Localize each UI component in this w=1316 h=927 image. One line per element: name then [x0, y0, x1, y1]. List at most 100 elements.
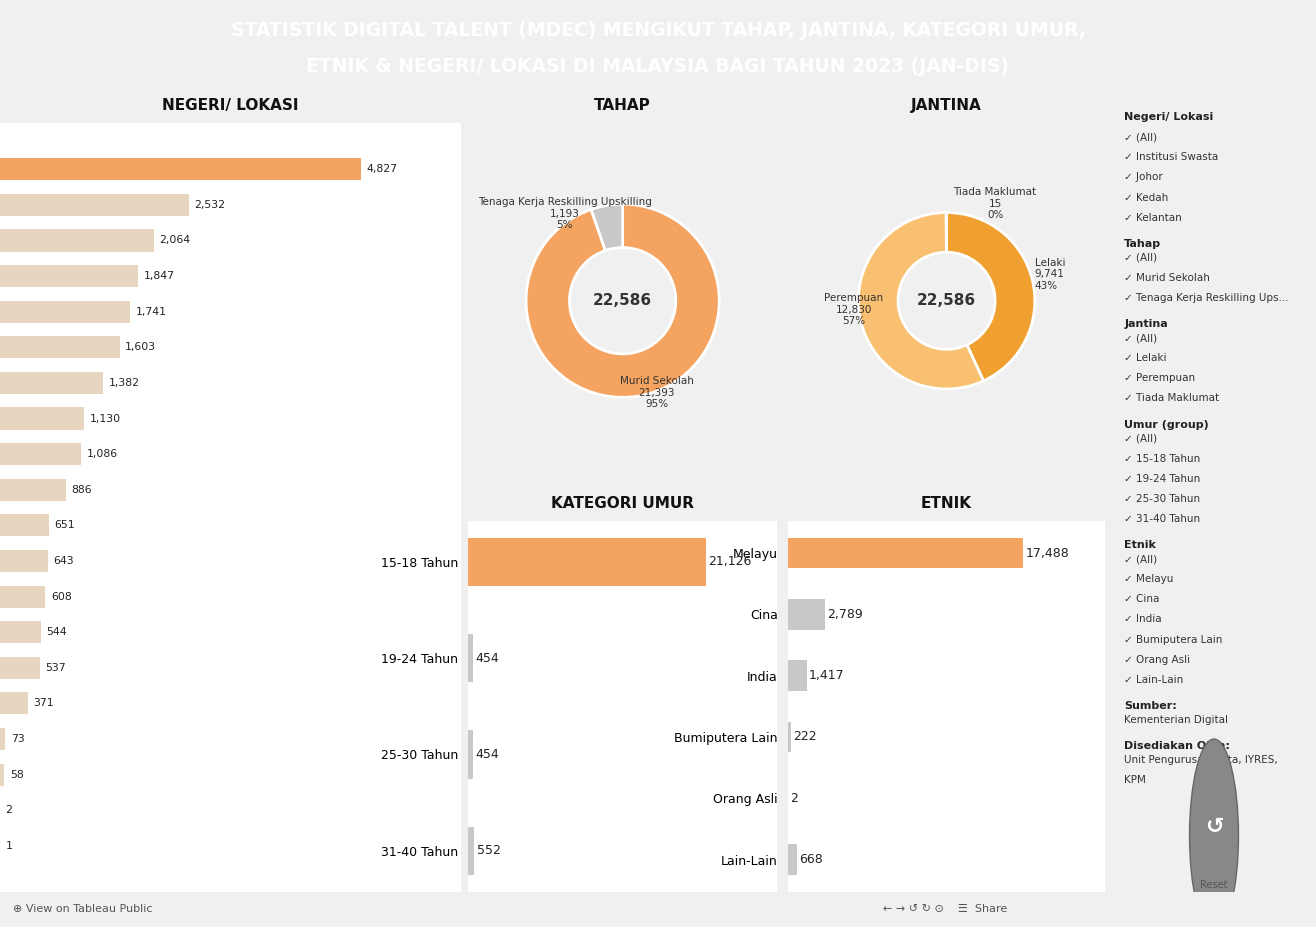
Text: Unit Pengurusan Data, IYRES,: Unit Pengurusan Data, IYRES, [1124, 756, 1278, 765]
Text: 2,064: 2,064 [159, 235, 191, 246]
Text: Tiada Maklumat
15
0%: Tiada Maklumat 15 0% [954, 187, 1037, 221]
Text: KPM: KPM [1124, 775, 1146, 785]
Text: 22,586: 22,586 [594, 293, 653, 309]
Text: ✓ Cina: ✓ Cina [1124, 594, 1159, 604]
Text: ✓ (All): ✓ (All) [1124, 554, 1157, 565]
Text: 73: 73 [11, 734, 25, 744]
Bar [788, 721, 791, 753]
Text: 17,488: 17,488 [1025, 547, 1069, 560]
Bar [0, 514, 49, 537]
Text: ✓ 15-18 Tahun: ✓ 15-18 Tahun [1124, 453, 1200, 464]
Text: ⊕ View on Tableau Public: ⊕ View on Tableau Public [13, 905, 153, 914]
Text: 454: 454 [475, 748, 499, 761]
Text: ✓ Melayu: ✓ Melayu [1124, 575, 1174, 584]
Text: ← → ↺ ↻ ⊙    ☰  Share: ← → ↺ ↻ ⊙ ☰ Share [883, 905, 1007, 914]
Text: ✓ Perempuan: ✓ Perempuan [1124, 374, 1195, 384]
Text: 4,827: 4,827 [366, 164, 397, 174]
Text: 2,532: 2,532 [195, 200, 225, 210]
Text: 58: 58 [9, 769, 24, 780]
Text: Murid Sekolah
21,393
95%: Murid Sekolah 21,393 95% [620, 376, 694, 409]
Text: 21,126: 21,126 [708, 555, 751, 568]
Bar [0, 265, 138, 287]
Text: 651: 651 [54, 520, 75, 530]
Bar [468, 634, 474, 682]
Bar [0, 230, 154, 251]
Bar [0, 764, 4, 785]
Bar [468, 538, 705, 586]
Text: 1,741: 1,741 [136, 307, 166, 317]
Text: 2: 2 [5, 806, 12, 815]
Text: ✓ India: ✓ India [1124, 615, 1162, 625]
Text: NEGERI/ LOKASI: NEGERI/ LOKASI [162, 98, 299, 113]
Bar [468, 730, 474, 779]
Text: ✓ Kedah: ✓ Kedah [1124, 193, 1169, 202]
Text: Perempuan
12,830
57%: Perempuan 12,830 57% [824, 293, 883, 326]
Text: ETNIK: ETNIK [921, 496, 973, 511]
Text: Negeri/ Lokasi: Negeri/ Lokasi [1124, 112, 1213, 122]
Text: ETNIK & NEGERI/ LOKASI DI MALAYSIA BAGI TAHUN 2023 (JAN-DIS): ETNIK & NEGERI/ LOKASI DI MALAYSIA BAGI … [307, 57, 1009, 75]
Text: ✓ Orang Asli: ✓ Orang Asli [1124, 654, 1191, 665]
Text: 1,382: 1,382 [109, 378, 139, 387]
Text: 1: 1 [5, 841, 12, 851]
Text: ✓ Bumiputera Lain: ✓ Bumiputera Lain [1124, 635, 1223, 644]
Bar [788, 660, 807, 691]
Text: ✓ 31-40 Tahun: ✓ 31-40 Tahun [1124, 514, 1200, 524]
Text: ✓ Lelaki: ✓ Lelaki [1124, 353, 1167, 363]
Wedge shape [858, 212, 983, 389]
Text: Etnik: Etnik [1124, 540, 1157, 550]
Text: ✓ 25-30 Tahun: ✓ 25-30 Tahun [1124, 494, 1200, 504]
Bar [788, 844, 796, 875]
Wedge shape [591, 204, 622, 250]
Text: 608: 608 [51, 591, 71, 602]
Text: ✓ Tiada Maklumat: ✓ Tiada Maklumat [1124, 393, 1220, 403]
Wedge shape [526, 204, 720, 398]
Text: ✓ (All): ✓ (All) [1124, 253, 1157, 263]
Text: ✓ Lain-Lain: ✓ Lain-Lain [1124, 675, 1183, 685]
Text: 643: 643 [54, 556, 74, 566]
Bar [468, 827, 474, 875]
Circle shape [1190, 739, 1238, 927]
Text: 1,417: 1,417 [809, 669, 845, 682]
Text: ✓ Kelantan: ✓ Kelantan [1124, 212, 1182, 222]
Bar [0, 300, 130, 323]
Bar [0, 372, 103, 394]
Text: 544: 544 [46, 628, 67, 637]
Text: 1,847: 1,847 [143, 271, 174, 281]
Text: 668: 668 [799, 853, 822, 866]
Text: 552: 552 [476, 844, 500, 857]
Text: Tenaga Kerja Reskilling Upskilling
1,193
5%: Tenaga Kerja Reskilling Upskilling 1,193… [478, 197, 651, 231]
Text: 2,789: 2,789 [828, 608, 863, 621]
Bar [0, 550, 47, 572]
Text: ✓ Johor: ✓ Johor [1124, 172, 1163, 183]
Bar [0, 692, 28, 715]
Text: KATEGORI UMUR: KATEGORI UMUR [551, 496, 694, 511]
Text: Jantina: Jantina [1124, 319, 1169, 329]
Text: Umur (group): Umur (group) [1124, 420, 1209, 429]
Text: 22,586: 22,586 [917, 293, 976, 309]
Bar [0, 194, 190, 216]
Wedge shape [946, 212, 1034, 381]
Bar [0, 408, 84, 429]
Text: 454: 454 [475, 652, 499, 665]
Text: STATISTIK DIGITAL TALENT (MDEC) MENGIKUT TAHAP, JANTINA, KATEGORI UMUR,: STATISTIK DIGITAL TALENT (MDEC) MENGIKUT… [230, 21, 1086, 40]
Text: ↺: ↺ [1204, 818, 1224, 837]
Bar [0, 443, 82, 465]
Text: Sumber:: Sumber: [1124, 701, 1177, 711]
Text: Disediakan Oleh:: Disediakan Oleh: [1124, 741, 1230, 751]
Text: ✓ Institusi Swasta: ✓ Institusi Swasta [1124, 152, 1219, 162]
Bar [0, 728, 5, 750]
Bar [788, 538, 1023, 568]
Text: JANTINA: JANTINA [911, 98, 982, 113]
Text: ✓ (All): ✓ (All) [1124, 133, 1157, 142]
Bar [0, 656, 39, 679]
Text: 886: 886 [71, 485, 92, 495]
Text: ✓ 19-24 Tahun: ✓ 19-24 Tahun [1124, 474, 1200, 484]
Text: ✓ (All): ✓ (All) [1124, 434, 1157, 444]
Bar [0, 337, 120, 359]
Bar [0, 159, 361, 180]
Bar [788, 599, 825, 629]
Text: ✓ Tenaga Kerja Reskilling Ups...: ✓ Tenaga Kerja Reskilling Ups... [1124, 293, 1288, 303]
Text: Lelaki
9,741
43%: Lelaki 9,741 43% [1034, 258, 1066, 291]
Text: 537: 537 [46, 663, 66, 673]
Bar [0, 621, 41, 643]
